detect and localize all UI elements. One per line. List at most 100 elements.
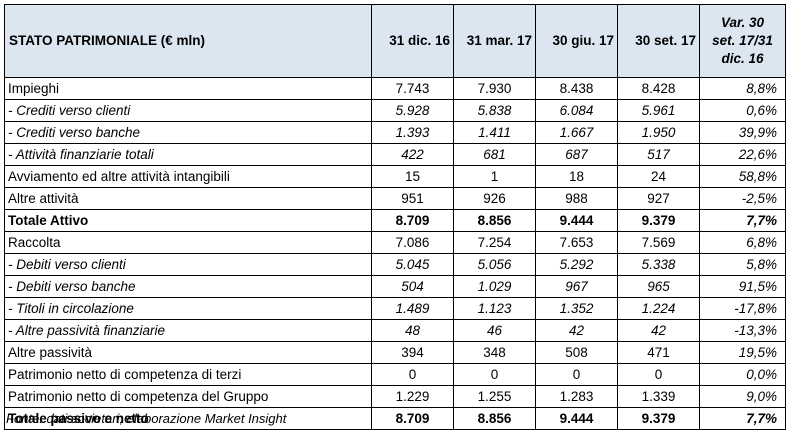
cell-30-set-17: 8.428	[617, 77, 700, 100]
table-body: Impieghi 7.743 7.930 8.438 8.428 8,8% - …	[4, 77, 786, 430]
cell-30-set-17: 5.338	[617, 253, 700, 276]
cell-31-mar-17: 1.255	[453, 385, 536, 408]
cell-31-dic-16: 422	[371, 143, 454, 166]
header-variation-line-3: dic. 16	[721, 51, 764, 66]
row-label: - Crediti verso banche	[4, 121, 372, 144]
cell-variation: -2,5%	[699, 187, 786, 210]
header-col-1: 31 dic. 16	[371, 4, 454, 78]
cell-30-giu-17: 0	[535, 363, 618, 386]
cell-30-set-17: 471	[617, 341, 700, 364]
cell-31-dic-16: 5.045	[371, 253, 454, 276]
cell-31-dic-16: 1.229	[371, 385, 454, 408]
cell-30-giu-17: 6.084	[535, 99, 618, 122]
row-label: - Titoli in circolazione	[4, 297, 372, 320]
table-row: Impieghi 7.743 7.930 8.438 8.428 8,8%	[4, 77, 786, 100]
total-row-attivo: Totale Attivo 8.709 8.856 9.444 9.379 7,…	[4, 209, 786, 232]
table-row: Patrimonio netto di competenza del Grupp…	[4, 385, 786, 408]
table-row: Altre passività 394 348 508 471 19,5%	[4, 341, 786, 364]
cell-30-giu-17: 9.444	[535, 407, 618, 430]
row-label: Raccolta	[4, 231, 372, 254]
row-label: Impieghi	[4, 77, 372, 100]
row-label: Patrimonio netto di competenza del Grupp…	[4, 385, 372, 408]
cell-31-dic-16: 951	[371, 187, 454, 210]
row-label: - Attività finanziarie totali	[4, 143, 372, 166]
cell-variation: 19,5%	[699, 341, 786, 364]
table-row: Raccolta 7.086 7.254 7.653 7.569 6,8%	[4, 231, 786, 254]
cell-30-set-17: 1.950	[617, 121, 700, 144]
cell-variation: -17,8%	[699, 297, 786, 320]
header-col-3: 30 giu. 17	[535, 4, 618, 78]
table-row: - Debiti verso clienti 5.045 5.056 5.292…	[4, 253, 786, 276]
cell-31-mar-17: 1.123	[453, 297, 536, 320]
cell-30-set-17: 24	[617, 165, 700, 188]
cell-31-dic-16: 8.709	[371, 407, 454, 430]
header-row: STATO PATRIMONIALE (€ mln) 31 dic. 16 31…	[4, 4, 786, 78]
cell-31-dic-16: 5.928	[371, 99, 454, 122]
row-label: - Altre passività finanziarie	[4, 319, 372, 342]
table-row: - Attività finanziarie totali 422 681 68…	[4, 143, 786, 166]
cell-variation: 5,8%	[699, 253, 786, 276]
cell-30-set-17: 7.569	[617, 231, 700, 254]
cell-31-dic-16: 0	[371, 363, 454, 386]
cell-30-giu-17: 5.292	[535, 253, 618, 276]
cell-31-dic-16: 1.489	[371, 297, 454, 320]
cell-31-dic-16: 8.709	[371, 209, 454, 232]
cell-30-giu-17: 7.653	[535, 231, 618, 254]
cell-31-mar-17: 1.411	[453, 121, 536, 144]
cell-30-set-17: 927	[617, 187, 700, 210]
cell-31-mar-17: 7.254	[453, 231, 536, 254]
header-col-2: 31 mar. 17	[453, 4, 536, 78]
cell-variation: 58,8%	[699, 165, 786, 188]
header-variation-line-1: Var. 30	[720, 15, 765, 30]
cell-variation: 6,8%	[699, 231, 786, 254]
cell-31-dic-16: 7.743	[371, 77, 454, 100]
cell-30-set-17: 42	[617, 319, 700, 342]
cell-31-mar-17: 5.838	[453, 99, 536, 122]
cell-30-set-17: 5.961	[617, 99, 700, 122]
cell-variation: 91,5%	[699, 275, 786, 298]
table-row: Avviamento ed altre attività intangibili…	[4, 165, 786, 188]
header-label: STATO PATRIMONIALE (€ mln)	[4, 4, 372, 78]
row-label: Altre passività	[4, 341, 372, 364]
total-row-passivo: Totale passivo e netto 8.709 8.856 9.444…	[4, 407, 786, 430]
cell-31-dic-16: 48	[371, 319, 454, 342]
row-label: - Debiti verso banche	[4, 275, 372, 298]
cell-variation: 7,7%	[699, 209, 786, 232]
cell-30-set-17: 1.224	[617, 297, 700, 320]
cell-variation: 9,0%	[699, 385, 786, 408]
row-label: Totale passivo e netto	[4, 407, 372, 430]
balance-sheet: STATO PATRIMONIALE (€ mln) 31 dic. 16 31…	[4, 4, 786, 430]
cell-31-dic-16: 504	[371, 275, 454, 298]
cell-31-mar-17: 0	[453, 363, 536, 386]
cell-30-giu-17: 687	[535, 143, 618, 166]
cell-variation: 0,0%	[699, 363, 786, 386]
cell-30-set-17: 517	[617, 143, 700, 166]
cell-31-mar-17: 5.056	[453, 253, 536, 276]
cell-30-giu-17: 42	[535, 319, 618, 342]
cell-30-set-17: 0	[617, 363, 700, 386]
cell-30-giu-17: 988	[535, 187, 618, 210]
cell-30-giu-17: 508	[535, 341, 618, 364]
row-label: - Crediti verso clienti	[4, 99, 372, 122]
cell-31-mar-17: 7.930	[453, 77, 536, 100]
cell-31-mar-17: 348	[453, 341, 536, 364]
cell-variation: 22,6%	[699, 143, 786, 166]
table-row: - Crediti verso banche 1.393 1.411 1.667…	[4, 121, 786, 144]
table-row: - Titoli in circolazione 1.489 1.123 1.3…	[4, 297, 786, 320]
header-variation-line-2: set. 17/31	[712, 33, 773, 48]
cell-variation: 8,8%	[699, 77, 786, 100]
cell-31-mar-17: 8.856	[453, 209, 536, 232]
cell-variation: 39,9%	[699, 121, 786, 144]
cell-30-giu-17: 1.283	[535, 385, 618, 408]
cell-31-dic-16: 1.393	[371, 121, 454, 144]
row-label: Totale Attivo	[4, 209, 372, 232]
row-label: - Debiti verso clienti	[4, 253, 372, 276]
balance-sheet-table: STATO PATRIMONIALE (€ mln) 31 dic. 16 31…	[4, 4, 786, 430]
cell-30-giu-17: 1.352	[535, 297, 618, 320]
row-label: Avviamento ed altre attività intangibili	[4, 165, 372, 188]
cell-30-set-17: 1.339	[617, 385, 700, 408]
table-row: Patrimonio netto di competenza di terzi …	[4, 363, 786, 386]
header-variation: Var. 30 set. 17/31 dic. 16	[699, 4, 786, 78]
cell-30-giu-17: 8.438	[535, 77, 618, 100]
cell-31-mar-17: 1.029	[453, 275, 536, 298]
